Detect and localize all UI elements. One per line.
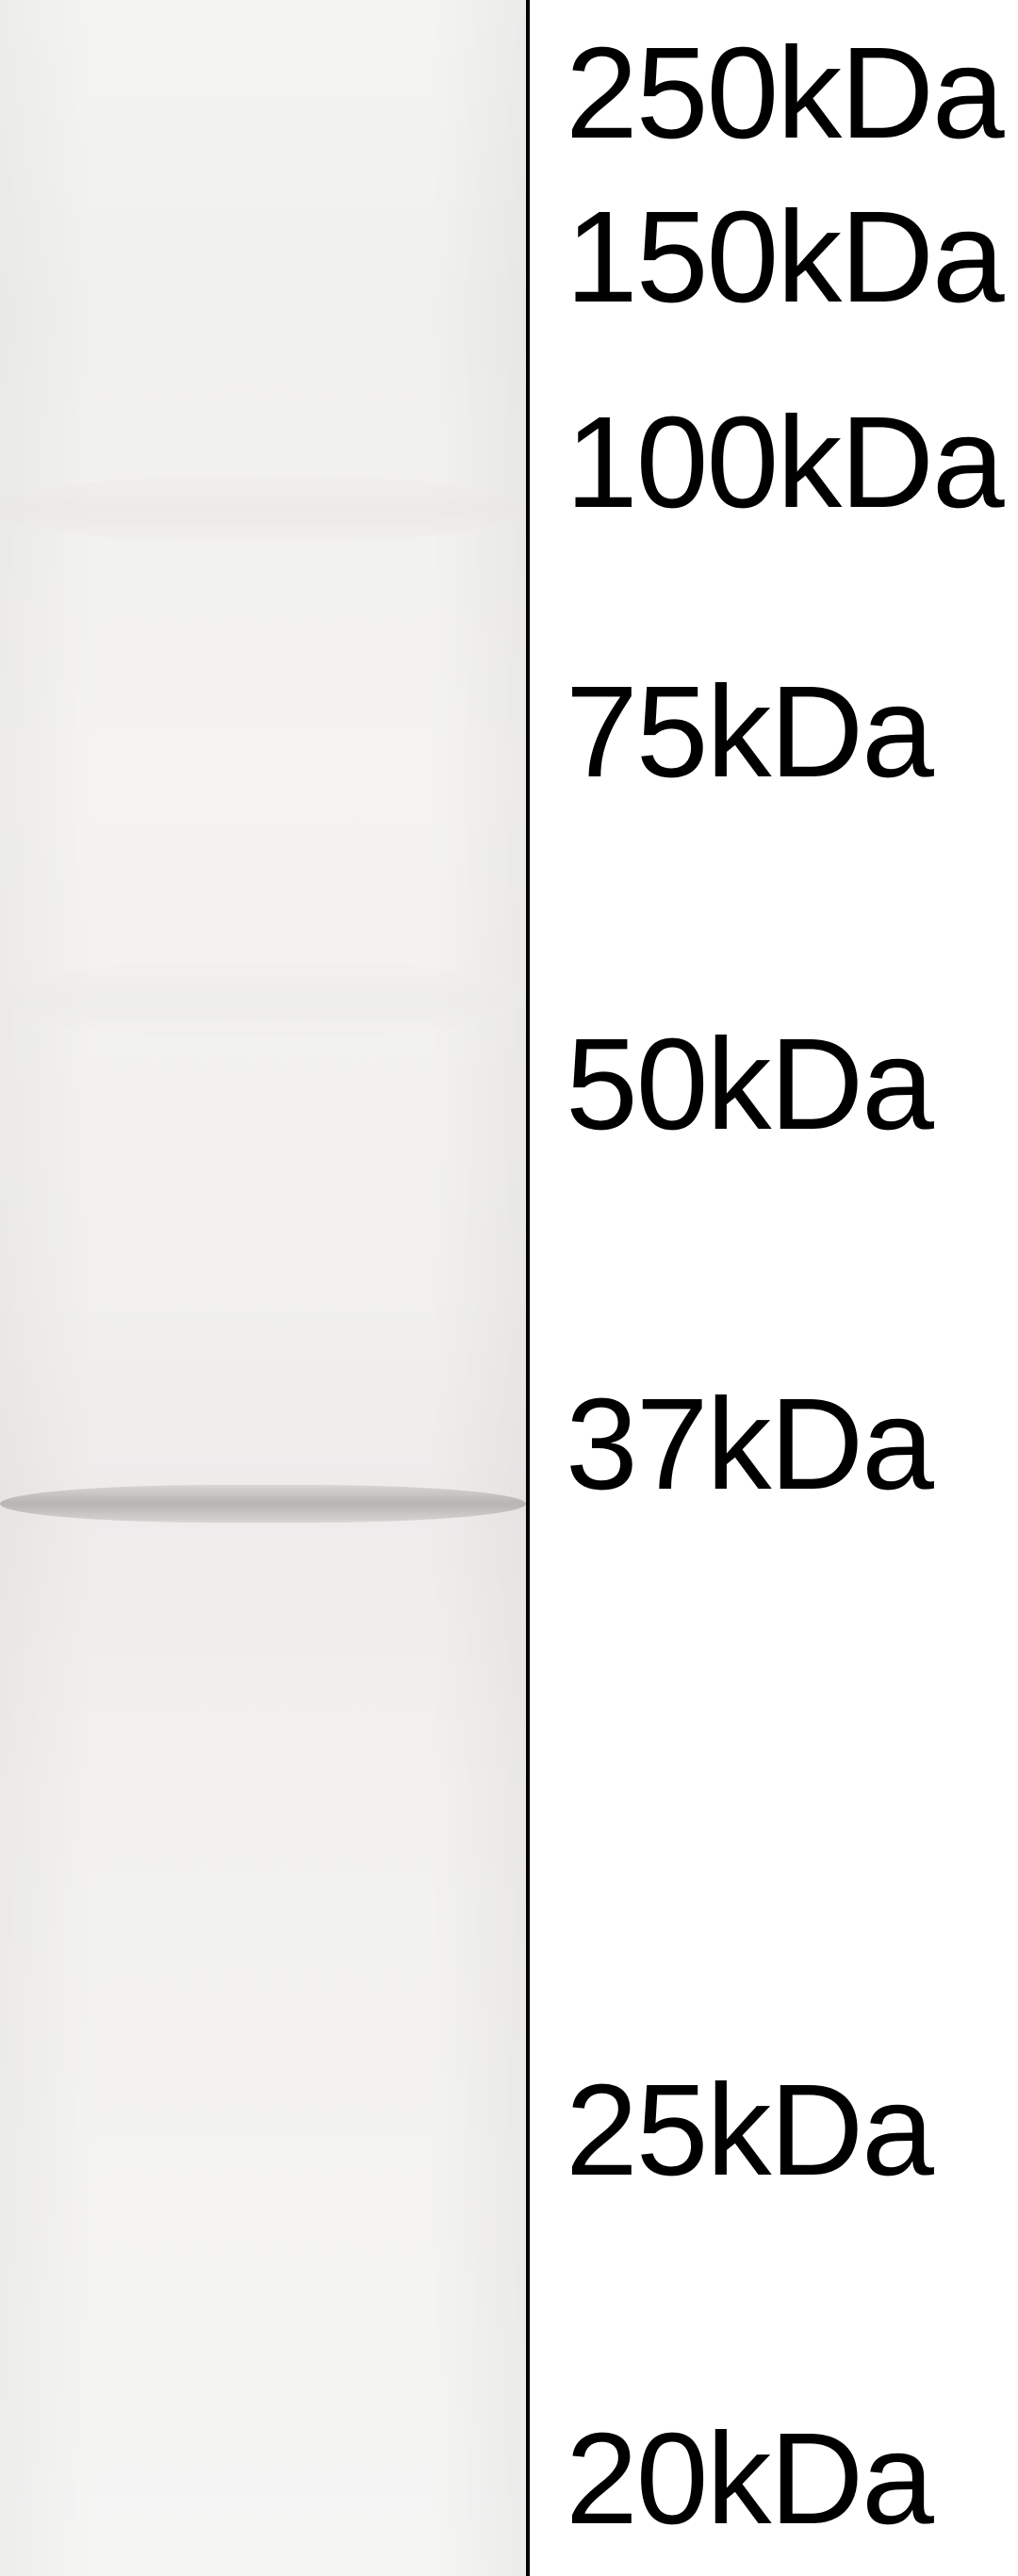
- primary-band: [0, 1485, 526, 1523]
- western-blot-figure: 250kDa150kDa 100kDa 75kDa 50kDa 37kDa 25kDa 20…: [0, 0, 1018, 2576]
- blot-lane: [0, 0, 530, 2576]
- marker-label: 25kDa: [566, 2056, 932, 2206]
- marker-label: 50kDa: [566, 1010, 932, 1160]
- lane-vignette: [0, 0, 526, 2576]
- marker-label: 20kDa: [566, 2405, 932, 2554]
- marker-label: 75kDa: [566, 658, 932, 807]
- marker-label: 100kDa: [566, 388, 1003, 538]
- faint-band-mid: [0, 961, 526, 1036]
- faint-band-upper: [0, 476, 526, 542]
- marker-label: 37kDa: [566, 1370, 932, 1520]
- marker-label: 250kDa: [566, 19, 1003, 169]
- marker-label: 150kDa: [566, 183, 1003, 333]
